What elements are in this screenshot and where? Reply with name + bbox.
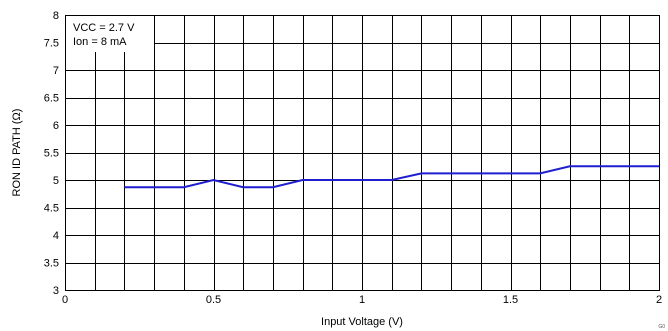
- series-lines: [124, 165, 659, 189]
- plot-frame: [65, 15, 660, 291]
- x-tick-label: 1: [359, 294, 365, 306]
- tick-labels: 0 0.5 1 1.5 2 3 3.5 4 4.5 5 5.5 6 6.5 7 7.5 8: [44, 10, 662, 306]
- figure-code-note: G0: [658, 324, 665, 330]
- series-line: [124, 165, 659, 189]
- y-tick-label: 4.5: [44, 203, 59, 215]
- condition-vcc: VCC = 2.7 V: [73, 22, 135, 34]
- conditions-box: VCC = 2.7 V Ion = 8 mA: [66, 16, 154, 52]
- x-tick-label: 1.5: [503, 294, 518, 306]
- y-tick-label: 7: [53, 65, 59, 77]
- condition-ion: Ion = 8 mA: [73, 36, 127, 48]
- grid: [65, 15, 659, 290]
- y-axis-label: RON ID PATH (Ω): [11, 109, 23, 197]
- y-tick-label: 6: [53, 120, 59, 132]
- y-tick-label: 3: [53, 285, 59, 297]
- y-tick-label: 5.5: [44, 148, 59, 160]
- x-tick-label: 2: [656, 294, 662, 306]
- y-tick-label: 7.5: [44, 38, 59, 50]
- x-tick-label: 0.5: [206, 294, 221, 306]
- conditions-box-bg: [66, 16, 154, 52]
- y-tick-label: 5: [53, 175, 59, 187]
- y-tick-label: 4: [53, 230, 59, 242]
- x-tick-label: 0: [62, 294, 68, 306]
- x-axis-label: Input Voltage (V): [321, 316, 403, 328]
- y-tick-label: 3.5: [44, 258, 59, 270]
- y-tick-label: 6.5: [44, 93, 59, 105]
- y-tick-label: 8: [53, 10, 59, 22]
